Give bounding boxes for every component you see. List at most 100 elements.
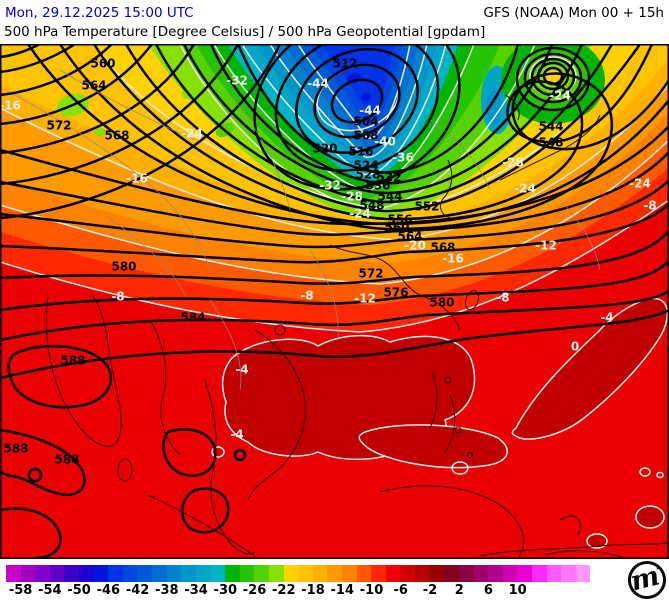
temperature-label: -24 <box>349 207 371 221</box>
temperature-label: -16 <box>126 172 148 186</box>
colorbar-swatch <box>415 565 430 582</box>
chart-title: 500 hPa Temperature [Degree Celsius] / 5… <box>4 24 486 40</box>
temperature-label: -8 <box>496 291 509 305</box>
colorbar-swatch <box>64 565 80 582</box>
geopotential-label: 580 <box>429 296 454 310</box>
temperature-label: -4 <box>230 428 243 442</box>
temperature-label: -12 <box>354 292 376 306</box>
colorbar-tick-label: 6 <box>483 583 493 598</box>
colorbar-tick-label: -58 <box>8 583 33 598</box>
colorbar-tick-label: 10 <box>508 583 527 598</box>
geopotential-label: 556 <box>387 213 412 227</box>
geopotential-label: 504 <box>353 115 378 129</box>
colorbar-tick-label: -38 <box>155 583 179 598</box>
colorbar-swatch <box>79 565 94 582</box>
colorbar-swatch <box>546 565 562 582</box>
colorbar-swatch <box>327 565 343 582</box>
colorbar-swatch <box>181 565 196 582</box>
geopotential-label: 552 <box>414 200 439 214</box>
temperature-label: -28 <box>341 190 363 204</box>
geopotential-label: 580 <box>111 260 136 274</box>
logo-circle: m ¹ <box>623 556 669 600</box>
temperature-label: -24 <box>514 182 536 196</box>
map-frame <box>0 44 669 559</box>
colorbar-swatch <box>108 565 123 582</box>
colorbar-swatch <box>35 565 50 582</box>
geopotential-label: 548 <box>538 136 563 150</box>
geopotential-label: 568 <box>104 129 129 143</box>
colorbar-swatch <box>575 565 591 582</box>
colorbar-swatch <box>268 565 284 582</box>
geopotential-label: 588 <box>60 354 85 368</box>
valid-datetime: Mon, 29.12.2025 15:00 UTC <box>5 5 194 21</box>
colorbar-tick-label: -30 <box>213 583 238 598</box>
warm-core-blobs <box>221 297 668 549</box>
site-logo: m ¹ <box>623 556 669 600</box>
border-lines <box>14 69 601 391</box>
geopotential-label: 584 <box>180 311 205 325</box>
colorbar-swatch <box>444 565 459 582</box>
geopotential-label: 548 <box>359 199 384 213</box>
geopotential-label: 536 <box>365 179 390 193</box>
colorbar-swatch <box>561 565 576 582</box>
colorbar-swatch <box>298 565 313 582</box>
geopotential-label: 516 <box>348 145 373 159</box>
temperature-label: 0 <box>571 340 579 354</box>
temperature-label: -40 <box>374 135 396 149</box>
colorbar-tick-label: -46 <box>96 583 121 598</box>
temperature-label: -12 <box>535 239 557 253</box>
colorbar-swatch <box>49 565 65 582</box>
geopotential-label: 564 <box>397 230 422 244</box>
colorbar-tick-label: -50 <box>67 583 91 598</box>
colorbar-swatch <box>122 565 138 582</box>
colorbar-swatch <box>429 565 445 582</box>
colorbar-swatch <box>400 565 416 582</box>
colorbar-tick-label: -10 <box>359 583 384 598</box>
colorbar-swatch <box>137 565 153 582</box>
colorbar-swatch <box>166 565 182 582</box>
colorbar-swatch <box>93 565 109 582</box>
colorbar-swatch <box>152 565 167 582</box>
colorbar-swatch <box>473 565 489 582</box>
colorbar-swatch <box>356 565 372 582</box>
geopotential-label: 544 <box>538 120 563 134</box>
colorbar-tick-label: -18 <box>301 583 325 598</box>
colorbar-swatch <box>458 565 474 582</box>
colorbar-swatch <box>517 565 532 582</box>
geopotential-label: 560 <box>384 221 409 235</box>
colorbar-swatch <box>283 565 299 582</box>
temperature-label: -20 <box>404 239 426 253</box>
temperature-label: -4 <box>600 311 613 325</box>
colorbar-tick-label: -6 <box>393 583 408 598</box>
temperature-label: -32 <box>226 74 248 88</box>
geopotential-label: 532 <box>376 171 401 185</box>
temperature-colorbar <box>6 565 591 582</box>
geopotential-label: 528 <box>355 168 380 182</box>
geopotential-label: 572 <box>358 267 383 281</box>
geopotential-label: 568 <box>430 241 455 255</box>
geopotential-label: 564 <box>81 79 106 93</box>
colorbar-swatch <box>342 565 357 582</box>
colorbar-tick-label: -2 <box>422 583 438 598</box>
temperature-label: -8 <box>643 199 656 213</box>
geopotential-label: 588 <box>3 442 28 456</box>
colorbar-tick-label: -14 <box>330 583 355 598</box>
colorbar-swatch <box>312 565 328 582</box>
temperature-label: -44 <box>307 77 329 91</box>
coastlines <box>45 94 669 559</box>
colorbar-swatch <box>502 565 518 582</box>
colorbar-tick-label: 2 <box>454 583 464 598</box>
geopotential-label: 524 <box>353 159 378 173</box>
colorbar-swatch <box>6 565 21 582</box>
colorbar-swatch <box>488 565 503 582</box>
temperature-label: -36 <box>392 151 414 165</box>
temperature-label: -44 <box>359 104 381 118</box>
geopotential-label: 512 <box>332 57 357 71</box>
temperature-label: -24 <box>181 127 203 141</box>
colorbar-swatch <box>254 565 269 582</box>
temperature-label: -16 <box>0 99 21 113</box>
model-run-info: GFS (NOAA) Mon 00 + 15h <box>483 5 664 21</box>
